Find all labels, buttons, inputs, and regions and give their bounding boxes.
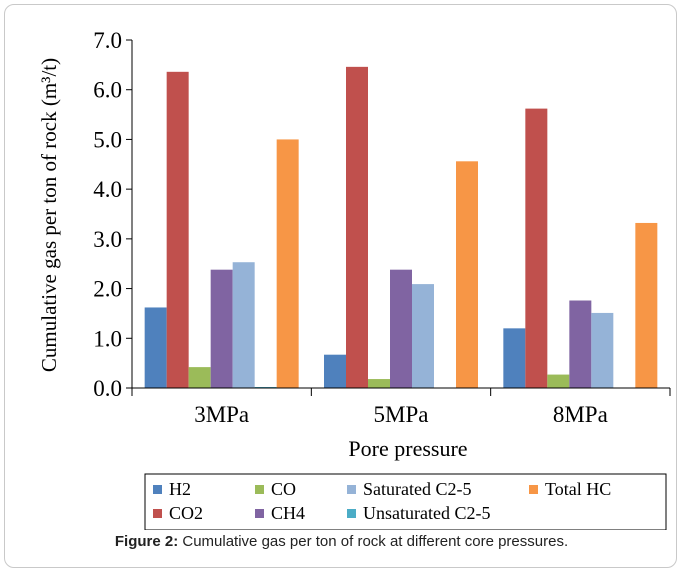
- legend: H2 CO2 CO CH4 Saturated C2-5 Unsaturated C2-5…: [153, 479, 611, 523]
- bar: [390, 269, 412, 388]
- bar: [232, 262, 255, 388]
- bar: [166, 71, 189, 389]
- bar-chart: 0.0 1.0 2.0 3.0 4.0 5.0 6.0 7.0 3MPa 5MPa 8MPa Cu…: [37, 28, 671, 530]
- bar: [456, 161, 478, 388]
- legend-label: H2: [169, 479, 191, 499]
- y-tick-label: 6.0: [93, 78, 122, 103]
- caption-text: Cumulative gas per ton of rock at differ…: [178, 533, 569, 550]
- bar: [525, 108, 548, 388]
- legend-label: CO2: [169, 503, 203, 523]
- bar: [346, 66, 368, 389]
- y-axis: 0.0 1.0 2.0 3.0 4.0 5.0 6.0 7.0: [93, 28, 133, 401]
- legend-swatch: [153, 509, 162, 518]
- legend-swatch: [347, 509, 356, 518]
- legend-label: CO: [271, 479, 296, 499]
- y-tick-label: 0.0: [93, 376, 122, 401]
- legend-box: [144, 473, 667, 530]
- bar: [503, 328, 526, 388]
- bar: [188, 367, 211, 388]
- x-axis-label: Pore pressure: [348, 436, 467, 461]
- bars: [144, 66, 658, 389]
- bar: [144, 307, 167, 388]
- x-axis: 3MPa 5MPa 8MPa: [131, 387, 671, 427]
- bar: [412, 284, 434, 388]
- legend-swatch: [255, 509, 264, 518]
- x-tick-label: 5MPa: [374, 402, 429, 427]
- y-tick-label: 3.0: [93, 227, 122, 252]
- bar: [547, 374, 570, 388]
- legend-label: Saturated C2-5: [363, 479, 471, 499]
- y-tick-label: 7.0: [93, 28, 122, 53]
- legend-swatch: [347, 485, 356, 494]
- caption-label: Figure 2:: [114, 533, 179, 550]
- legend-swatch: [255, 485, 264, 494]
- bar: [324, 354, 346, 388]
- bar: [635, 222, 658, 388]
- y-tick-label: 1.0: [93, 326, 122, 351]
- bar: [591, 312, 614, 388]
- bar: [368, 379, 390, 388]
- legend-label: Total HC: [545, 479, 611, 499]
- y-tick-label: 2.0: [93, 277, 122, 302]
- legend-swatch: [153, 485, 162, 494]
- legend-label: Unsaturated C2-5: [363, 503, 490, 523]
- bar: [569, 300, 592, 388]
- y-axis-label: Cumulative gas per ton of rock (m³/t): [37, 58, 61, 372]
- bar: [276, 139, 299, 388]
- y-tick-label: 5.0: [93, 127, 122, 152]
- x-tick-label: 3MPa: [194, 402, 249, 427]
- bar: [210, 269, 233, 388]
- figure-caption: Figure 2: Cumulative gas per ton of rock…: [0, 533, 683, 550]
- y-tick-label: 4.0: [93, 177, 122, 202]
- x-tick-label: 8MPa: [553, 402, 608, 427]
- legend-swatch: [529, 485, 538, 494]
- legend-label: CH4: [271, 503, 305, 523]
